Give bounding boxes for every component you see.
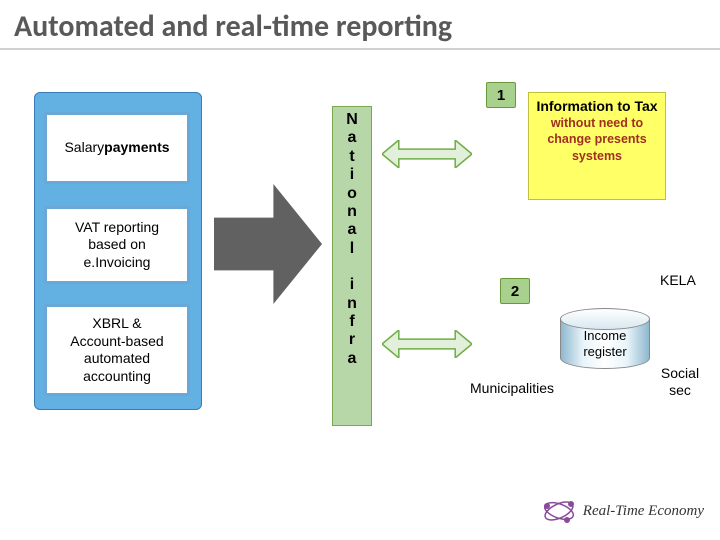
income-register-cylinder: Income register — [560, 308, 650, 369]
info-box-head: Information to Tax — [535, 97, 659, 115]
title-underline — [0, 48, 720, 50]
badge-1: 1 — [486, 82, 516, 108]
double-arrow-2-icon — [382, 330, 472, 358]
info-box: Information to Tax without need to chang… — [528, 92, 666, 200]
badge-2: 2 — [500, 278, 530, 304]
left-box-vat: VAT reportingbased one.Invoicing — [44, 206, 190, 284]
cylinder-label: Income register — [561, 328, 649, 359]
national-text-bottom: i n f r a — [333, 276, 371, 368]
national-text-top: N a t i o n a l — [333, 111, 371, 258]
label-socialsec: Social sec — [650, 365, 710, 399]
label-municipalities: Municipalities — [470, 380, 554, 396]
logo-text: Real-Time Economy — [583, 503, 704, 520]
page-title: Automated and real-time reporting — [14, 8, 452, 45]
cylinder-top — [560, 308, 650, 330]
logo: Real-Time Economy — [541, 494, 704, 528]
double-arrow-1-icon — [382, 140, 472, 168]
left-box-xbrl: XBRL &Account-basedautomatedaccounting — [44, 304, 190, 396]
left-box-salary: Salarypayments — [44, 112, 190, 184]
info-box-sub: without need to change presents systems — [535, 115, 659, 164]
big-arrow-icon — [214, 184, 322, 304]
logo-icon — [541, 494, 577, 528]
national-infra-column: N a t i o n a l i n f r a — [332, 106, 372, 426]
label-kela: KELA — [660, 272, 696, 288]
